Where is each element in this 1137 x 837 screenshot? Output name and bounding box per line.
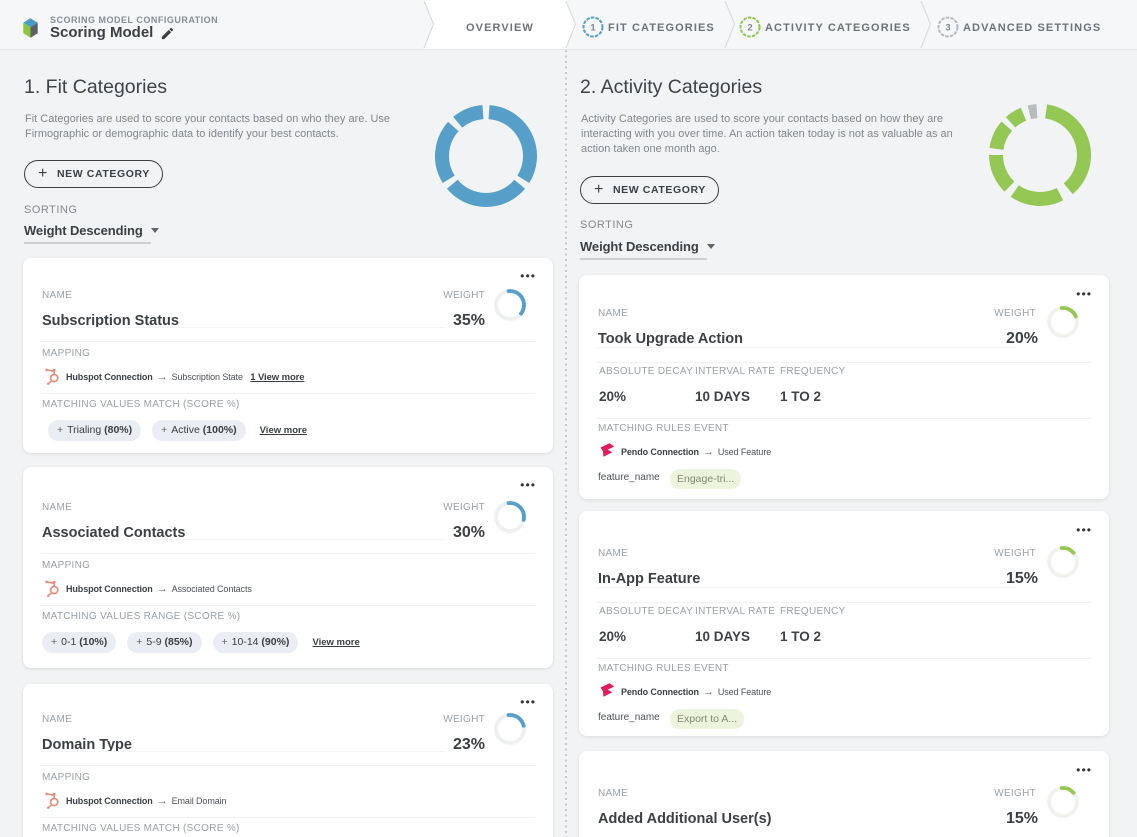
svg-text:3: 3 xyxy=(945,23,950,34)
svg-text:2: 2 xyxy=(747,23,752,34)
svg-text:1: 1 xyxy=(590,23,596,34)
